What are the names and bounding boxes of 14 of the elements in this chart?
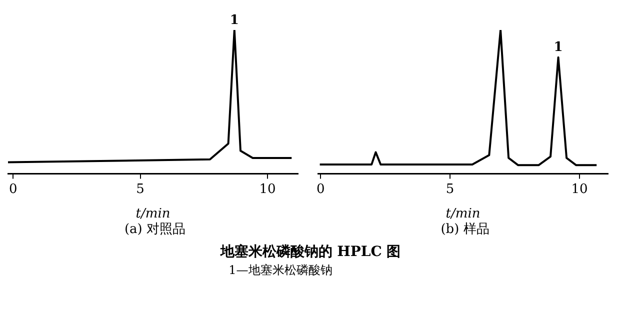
x-axis-title: t/min [136,206,170,222]
x-axis-title: t/min [446,206,480,222]
text: 地塞米松磷酸钠的 HPLC 图 [219,242,402,262]
x-tick-label: 10 [259,182,276,197]
x-tick-label: 0 [316,182,325,197]
text: 1—地塞米松磷酸钠 [228,262,334,278]
text: (a) 对照品 [123,222,187,238]
x-tick-label: 10 [571,182,588,197]
x-tick-label: 5 [446,182,454,197]
x-tick-label: 0 [8,182,18,197]
text: (b) 样品 [440,222,490,238]
annotation: 1 [554,40,563,56]
x-tick-label: 5 [136,182,144,197]
annotation: 1 [230,12,239,28]
